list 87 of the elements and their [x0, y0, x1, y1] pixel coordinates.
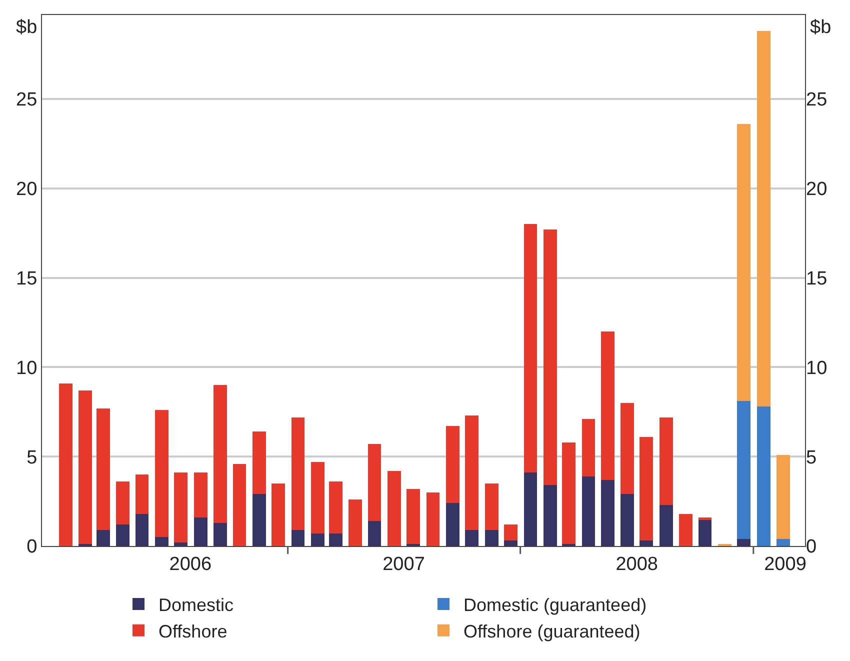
legend-label: Offshore (guaranteed) [464, 621, 640, 642]
bar [504, 524, 518, 541]
bar [465, 530, 479, 546]
bar [135, 474, 149, 514]
bar [446, 503, 460, 546]
bar [504, 540, 518, 546]
bar [426, 492, 440, 546]
legend-label: Domestic (guaranteed) [464, 595, 647, 616]
bar [544, 230, 557, 486]
bar [272, 483, 285, 546]
bar [562, 442, 576, 544]
bar [600, 331, 614, 480]
x-tick-label: 2008 [616, 554, 658, 575]
bar [78, 390, 92, 544]
y-tick-label: 5 [26, 447, 38, 468]
bar [96, 530, 110, 546]
bar [116, 524, 130, 546]
bar [640, 540, 654, 546]
bar [524, 224, 538, 473]
y-tick-label: 15 [16, 268, 38, 290]
bar [174, 542, 188, 546]
y-tick-label: 0 [26, 536, 38, 558]
bar [214, 522, 228, 546]
bar [311, 462, 324, 534]
bar [737, 124, 751, 402]
bar [776, 454, 790, 539]
bar [116, 482, 130, 525]
bar [291, 530, 305, 546]
bar [388, 470, 401, 546]
bar [776, 538, 790, 546]
bar [484, 530, 498, 546]
bar [232, 464, 246, 546]
bar [214, 385, 228, 523]
bar [194, 472, 208, 518]
y2-tick-label: 5 [806, 447, 817, 468]
y-tick-label: 25 [16, 90, 38, 111]
bar [582, 419, 596, 476]
bar [96, 408, 110, 530]
x-tick-label: 2007 [382, 554, 425, 575]
bar [465, 415, 479, 530]
bar [58, 383, 72, 546]
bar [135, 514, 149, 546]
bar [524, 472, 538, 546]
bar [640, 436, 654, 541]
bar [698, 519, 712, 546]
bar [756, 406, 770, 546]
y-tick-label: 10 [16, 358, 38, 379]
y2-tick-label: 20 [806, 179, 828, 200]
bar [406, 488, 420, 544]
y2-tick-label: 25 [806, 90, 828, 111]
bar [698, 517, 712, 520]
bar [368, 444, 382, 521]
bar [252, 432, 266, 494]
bar [600, 480, 614, 546]
bar [484, 483, 498, 530]
y2-axis-title: $b [810, 17, 832, 38]
bar [252, 494, 266, 546]
bar [194, 517, 208, 546]
bar [620, 402, 634, 494]
bar [174, 472, 188, 542]
y-tick-label: 20 [16, 179, 38, 200]
bar [311, 533, 324, 546]
y2-tick-label: 0 [806, 536, 817, 558]
bar [328, 533, 342, 546]
x-tick-label: 2009 [764, 554, 806, 575]
bar [155, 410, 168, 538]
bar [659, 417, 673, 505]
bar [368, 520, 382, 546]
legend-label: Offshore [158, 621, 228, 642]
bar [582, 476, 596, 546]
bar [737, 401, 751, 539]
bar [737, 538, 751, 546]
y2-tick-label: 10 [806, 358, 828, 379]
bar [659, 504, 673, 546]
bar [348, 500, 362, 546]
y2-tick-label: 15 [806, 268, 828, 290]
x-tick-label: 2006 [169, 554, 212, 575]
bar [155, 537, 168, 546]
bar [544, 485, 557, 546]
bar [328, 482, 342, 534]
y-axis-title: $b [16, 17, 38, 38]
bar [446, 426, 460, 504]
legend-label: Domestic [158, 595, 234, 616]
bar [756, 31, 770, 407]
bar [620, 494, 634, 546]
bar [679, 514, 693, 546]
bar [291, 417, 305, 530]
